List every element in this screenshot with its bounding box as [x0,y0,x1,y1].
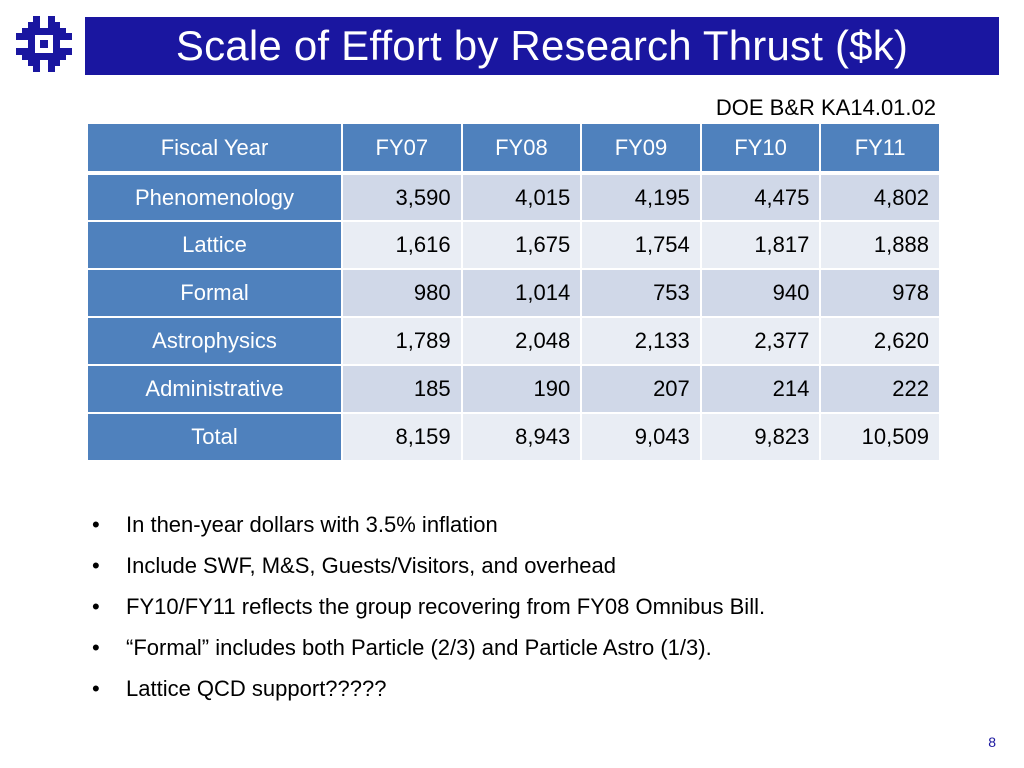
table-row: Lattice 1,616 1,675 1,754 1,817 1,888 [86,220,941,270]
table-cell: 185 [341,364,463,414]
table-cell: 940 [699,268,822,318]
page-number: 8 [988,734,996,750]
row-label: Phenomenology [86,172,343,222]
row-label: Administrative [86,364,343,414]
table-cell: 2,377 [699,316,822,366]
column-header: FY09 [580,122,702,175]
bullet-marker: • [92,553,100,578]
table-cell: 9,823 [699,412,822,462]
column-header: FY10 [699,122,822,175]
table-row: Formal 980 1,014 753 940 978 [86,268,941,318]
list-item-text: Lattice QCD support????? [126,676,387,701]
table-cell: 4,015 [460,172,583,222]
bullet-marker: • [92,512,100,537]
slide-title: Scale of Effort by Research Thrust ($k) [175,22,909,69]
table-cell: 3,590 [341,172,463,222]
table-row-total: Total 8,159 8,943 9,043 9,823 10,509 [86,412,941,462]
table-cell: 9,043 [580,412,702,462]
table-cell: 1,616 [341,220,463,270]
notes-list: • In then-year dollars with 3.5% inflati… [92,512,765,717]
table-cell: 978 [819,268,941,318]
table-cell: 4,195 [580,172,702,222]
list-item: • In then-year dollars with 3.5% inflati… [92,512,765,553]
list-item: • Include SWF, M&S, Guests/Visitors, and… [92,553,765,594]
list-item-text: FY10/FY11 reflects the group recovering … [126,594,766,619]
table-cell: 222 [819,364,941,414]
table-cell: 1,675 [460,220,583,270]
table-cell: 980 [341,268,463,318]
bullet-marker: • [92,676,100,701]
column-header: FY08 [460,122,583,175]
table-cell: 1,817 [699,220,822,270]
row-label: Formal [86,268,343,318]
table-cell: 1,014 [460,268,583,318]
row-label: Astrophysics [86,316,343,366]
table-row: Astrophysics 1,789 2,048 2,133 2,377 2,6… [86,316,941,366]
table-row: Administrative 185 190 207 214 222 [86,364,941,414]
table-header-row: Fiscal Year FY07 FY08 FY09 FY10 FY11 [86,122,941,175]
table-cell: 2,048 [460,316,583,366]
table-cell: 1,789 [341,316,463,366]
list-item-text: “Formal” includes both Particle (2/3) an… [126,635,712,660]
row-label: Lattice [86,220,343,270]
table-cell: 207 [580,364,702,414]
table-cell: 214 [699,364,822,414]
table-cell: 753 [580,268,702,318]
table-cell: 8,943 [460,412,583,462]
list-item: • “Formal” includes both Particle (2/3) … [92,635,765,676]
bullet-marker: • [92,594,100,619]
table-cell: 8,159 [341,412,463,462]
effort-table: Fiscal Year FY07 FY08 FY09 FY10 FY11 Phe… [86,122,941,462]
table-cell: 190 [460,364,583,414]
column-header: Fiscal Year [86,122,343,175]
row-label: Total [86,412,343,462]
list-item-text: Include SWF, M&S, Guests/Visitors, and o… [126,553,616,578]
table-cell: 4,475 [699,172,822,222]
table-row: Phenomenology 3,590 4,015 4,195 4,475 4,… [86,172,941,222]
column-header: FY07 [341,122,463,175]
table-cell: 2,133 [580,316,702,366]
fermilab-logo-icon [16,16,72,72]
table-cell: 2,620 [819,316,941,366]
list-item: • Lattice QCD support????? [92,676,765,717]
bullet-marker: • [92,635,100,660]
table-cell: 1,754 [580,220,702,270]
list-item-text: In then-year dollars with 3.5% inflation [126,512,498,537]
title-bar: Scale of Effort by Research Thrust ($k) [85,17,999,75]
table-cell: 10,509 [819,412,941,462]
table-cell: 1,888 [819,220,941,270]
table-cell: 4,802 [819,172,941,222]
source-label: DOE B&R KA14.01.02 [715,95,936,120]
list-item: • FY10/FY11 reflects the group recoverin… [92,594,765,635]
column-header: FY11 [819,122,941,175]
